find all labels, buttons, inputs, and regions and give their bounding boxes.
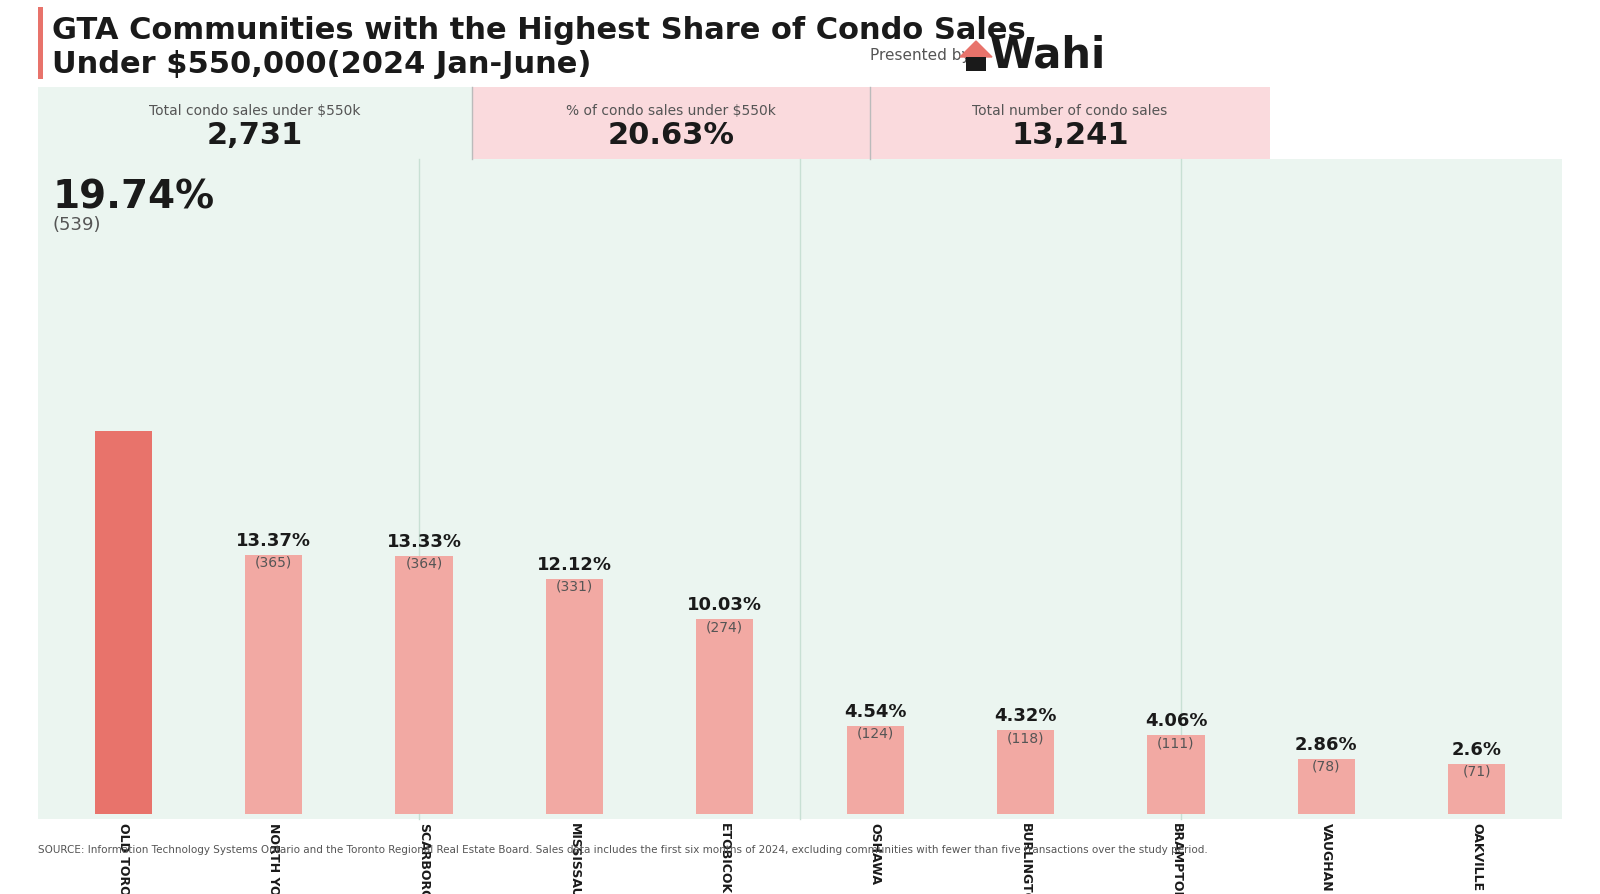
Text: BRAMPTON: BRAMPTON xyxy=(1170,822,1182,894)
Text: 13,241: 13,241 xyxy=(1011,121,1130,150)
Text: Presented by: Presented by xyxy=(870,47,971,63)
Text: (331): (331) xyxy=(555,579,594,594)
Text: MISSISSAUGA: MISSISSAUGA xyxy=(568,822,581,894)
Text: OAKVILLE: OAKVILLE xyxy=(1470,822,1483,890)
Bar xyxy=(38,160,1562,819)
Bar xyxy=(966,58,986,72)
Text: Total number of condo sales: Total number of condo sales xyxy=(973,104,1168,118)
Text: (274): (274) xyxy=(706,620,744,634)
Bar xyxy=(696,620,754,814)
Bar xyxy=(472,88,870,160)
Text: (78): (78) xyxy=(1312,759,1341,772)
Text: Total condo sales under $550k: Total condo sales under $550k xyxy=(149,104,360,118)
Text: (124): (124) xyxy=(856,726,894,740)
Text: 4.32%: 4.32% xyxy=(994,706,1058,724)
Bar xyxy=(1147,736,1205,814)
Text: BURLINGTON: BURLINGTON xyxy=(1019,822,1032,894)
Text: 2.6%: 2.6% xyxy=(1451,739,1502,758)
Text: VAUGHAN: VAUGHAN xyxy=(1320,822,1333,890)
Text: 2.86%: 2.86% xyxy=(1294,735,1358,753)
Text: SOURCE: Information Technology Systems Ontario and the Toronto Regional Real Est: SOURCE: Information Technology Systems O… xyxy=(38,844,1208,854)
Bar xyxy=(94,432,152,814)
Bar xyxy=(1448,763,1506,814)
Bar xyxy=(997,730,1054,814)
Bar xyxy=(846,726,904,814)
Text: 4.06%: 4.06% xyxy=(1144,712,1208,730)
Text: (539): (539) xyxy=(53,215,101,233)
Bar xyxy=(395,556,453,814)
Text: 13.33%: 13.33% xyxy=(387,532,461,550)
Text: 10.03%: 10.03% xyxy=(688,595,762,614)
Bar xyxy=(870,88,1270,160)
Text: (364): (364) xyxy=(405,556,443,569)
Bar xyxy=(546,579,603,814)
Text: 13.37%: 13.37% xyxy=(237,531,310,549)
Text: SCARBOROUGH: SCARBOROUGH xyxy=(418,822,430,894)
Text: OLD TORONTO: OLD TORONTO xyxy=(117,822,130,894)
Bar xyxy=(1298,759,1355,814)
Text: (118): (118) xyxy=(1006,730,1045,745)
Text: OSHAWA: OSHAWA xyxy=(869,822,882,884)
Text: NORTH YORK: NORTH YORK xyxy=(267,822,280,894)
Bar xyxy=(38,88,472,160)
Text: (365): (365) xyxy=(254,555,293,569)
Polygon shape xyxy=(960,42,992,58)
Text: (111): (111) xyxy=(1157,736,1195,749)
Bar xyxy=(245,555,302,814)
Text: 19.74%: 19.74% xyxy=(53,178,214,215)
Text: 20.63%: 20.63% xyxy=(608,121,734,150)
Bar xyxy=(38,8,43,80)
Text: % of condo sales under $550k: % of condo sales under $550k xyxy=(566,104,776,118)
Text: 4.54%: 4.54% xyxy=(843,702,907,721)
Text: ETOBICOKE: ETOBICOKE xyxy=(718,822,731,894)
Text: Wahi: Wahi xyxy=(990,34,1106,76)
Text: Under $550,000(2024 Jan-June): Under $550,000(2024 Jan-June) xyxy=(51,50,592,79)
Text: 12.12%: 12.12% xyxy=(538,555,611,573)
Text: 2,731: 2,731 xyxy=(206,121,302,150)
Text: (71): (71) xyxy=(1462,763,1491,778)
Text: GTA Communities with the Highest Share of Condo Sales: GTA Communities with the Highest Share o… xyxy=(51,16,1026,45)
